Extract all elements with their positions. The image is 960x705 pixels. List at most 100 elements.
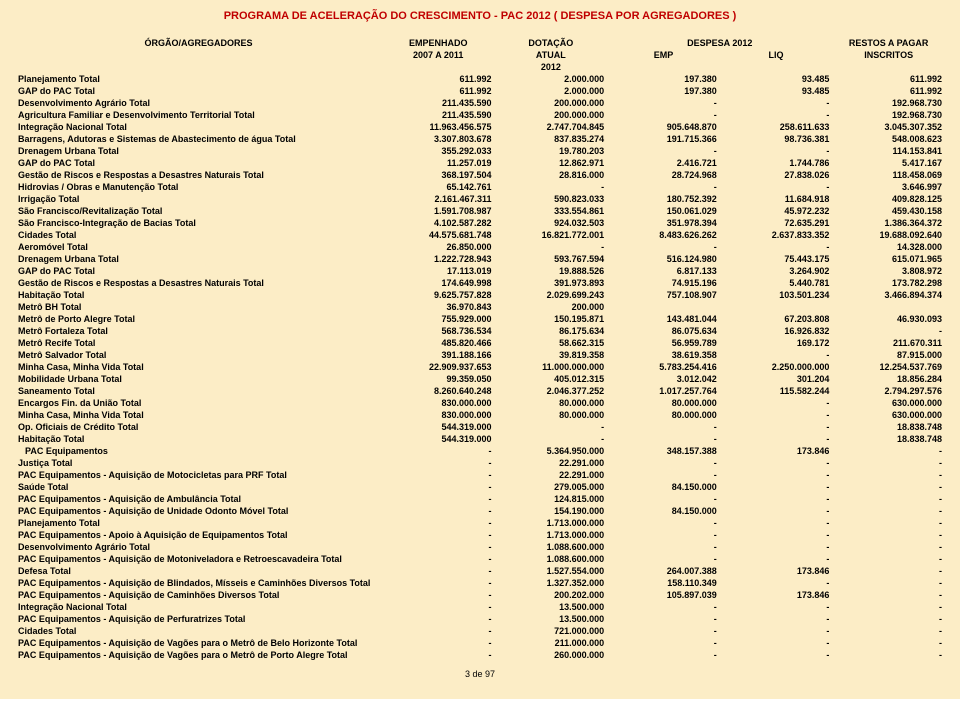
table-row: GAP do PAC Total11.257.01912.862.9712.41…	[15, 157, 945, 169]
table-row: Saúde Total-279.005.00084.150.000--	[15, 481, 945, 493]
table-row: Metrô Salvador Total391.188.16639.819.35…	[15, 349, 945, 361]
row-value: 28.816.000	[495, 169, 608, 181]
table-row: Defesa Total-1.527.554.000264.007.388173…	[15, 565, 945, 577]
row-value: 87.915.000	[832, 349, 945, 361]
table-row: Desenvolvimento Agrário Total211.435.590…	[15, 97, 945, 109]
row-value: 611.992	[382, 73, 495, 85]
row-value: 2.637.833.352	[720, 229, 833, 241]
row-value: 2.161.467.311	[382, 193, 495, 205]
row-value: 3.808.972	[832, 265, 945, 277]
header-dotacao2: ATUAL	[495, 49, 608, 61]
row-value: -	[720, 433, 833, 445]
row-value: 36.970.843	[382, 301, 495, 313]
row-label: Irrigação Total	[15, 193, 382, 205]
row-value: -	[382, 565, 495, 577]
row-value: 1.744.786	[720, 157, 833, 169]
row-value: -	[607, 181, 720, 193]
row-label: PAC Equipamentos - Aquisição de Ambulânc…	[15, 493, 382, 505]
header-orgao: ÓRGÃO/AGREGADORES	[15, 37, 382, 73]
row-label: Gestão de Riscos e Respostas a Desastres…	[15, 277, 382, 289]
row-value: 200.000.000	[495, 109, 608, 121]
row-label: Cidades Total	[15, 625, 382, 637]
row-value: -	[382, 649, 495, 661]
row-value: 264.007.388	[607, 565, 720, 577]
row-value: 2.000.000	[495, 85, 608, 97]
row-value: 8.483.626.262	[607, 229, 720, 241]
row-value: 16.821.772.001	[495, 229, 608, 241]
row-value: -	[607, 625, 720, 637]
row-value: 611.992	[382, 85, 495, 97]
table-row: Integração Nacional Total11.963.456.5752…	[15, 121, 945, 133]
row-label: PAC Equipamentos - Aquisição de Motonive…	[15, 553, 382, 565]
table-row: São Francisco/Revitalização Total1.591.7…	[15, 205, 945, 217]
row-value: 516.124.980	[607, 253, 720, 265]
table-header: ÓRGÃO/AGREGADORES EMPENHADO DOTAÇÃO DESP…	[15, 37, 945, 73]
row-value: 17.113.019	[382, 265, 495, 277]
row-value: -	[607, 145, 720, 157]
table-row: Gestão de Riscos e Respostas a Desastres…	[15, 277, 945, 289]
page-footer: 3 de 97	[15, 669, 945, 679]
row-value: -	[832, 589, 945, 601]
row-value: 348.157.388	[607, 445, 720, 457]
row-value: -	[832, 505, 945, 517]
row-value: -	[607, 553, 720, 565]
table-row: GAP do PAC Total17.113.01919.888.5266.81…	[15, 265, 945, 277]
row-value: 830.000.000	[382, 397, 495, 409]
row-value: -	[832, 481, 945, 493]
row-value: 158.110.349	[607, 577, 720, 589]
row-value: 548.008.623	[832, 133, 945, 145]
table-row: Agricultura Familiar e Desenvolvimento T…	[15, 109, 945, 121]
row-value: 211.670.311	[832, 337, 945, 349]
row-value: -	[607, 421, 720, 433]
row-value: -	[832, 565, 945, 577]
header-despesa: DESPESA 2012	[607, 37, 832, 49]
row-value: 1.327.352.000	[495, 577, 608, 589]
row-value: 2.794.297.576	[832, 385, 945, 397]
row-value: 103.501.234	[720, 289, 833, 301]
row-value: 2.000.000	[495, 73, 608, 85]
row-label: GAP do PAC Total	[15, 265, 382, 277]
row-value: -	[720, 421, 833, 433]
row-value	[832, 301, 945, 313]
row-label: Habitação Total	[15, 289, 382, 301]
row-value: 200.000.000	[495, 97, 608, 109]
row-label: PAC Equipamentos	[15, 445, 382, 457]
row-value: -	[382, 541, 495, 553]
row-value: -	[382, 517, 495, 529]
table-row: Drenagem Urbana Total355.292.03319.780.2…	[15, 145, 945, 157]
row-value: 18.838.748	[832, 421, 945, 433]
row-value: 3.307.803.678	[382, 133, 495, 145]
row-value: -	[832, 637, 945, 649]
row-value: 355.292.033	[382, 145, 495, 157]
row-value: -	[720, 517, 833, 529]
table-row: PAC Equipamentos - Aquisição de Ambulânc…	[15, 493, 945, 505]
row-value: -	[832, 325, 945, 337]
row-value: -	[720, 241, 833, 253]
row-value: 173.846	[720, 445, 833, 457]
row-value: -	[832, 649, 945, 661]
header-restos2: INSCRITOS	[832, 49, 945, 61]
row-label: PAC Equipamentos - Aquisição de Blindado…	[15, 577, 382, 589]
row-label: PAC Equipamentos - Aquisição de Vagões p…	[15, 649, 382, 661]
row-value: 197.380	[607, 73, 720, 85]
row-value: 114.153.841	[832, 145, 945, 157]
row-value: -	[607, 433, 720, 445]
row-value: -	[832, 445, 945, 457]
row-value: -	[832, 601, 945, 613]
header-empenhado: EMPENHADO	[382, 37, 495, 49]
row-value: -	[607, 541, 720, 553]
row-value: 1.222.728.943	[382, 253, 495, 265]
row-value: -	[607, 241, 720, 253]
table-row: Metrô de Porto Alegre Total755.929.00015…	[15, 313, 945, 325]
row-value: -	[607, 529, 720, 541]
row-value: -	[720, 601, 833, 613]
row-label: Gestão de Riscos e Respostas a Desastres…	[15, 169, 382, 181]
row-label: Planejamento Total	[15, 73, 382, 85]
row-value: 211.435.590	[382, 97, 495, 109]
row-value: 19.888.526	[495, 265, 608, 277]
table-row: Habitação Total9.625.757.8282.029.699.24…	[15, 289, 945, 301]
row-value: -	[382, 637, 495, 649]
row-value: 485.820.466	[382, 337, 495, 349]
row-label: Metrô de Porto Alegre Total	[15, 313, 382, 325]
row-value: 1.713.000.000	[495, 517, 608, 529]
